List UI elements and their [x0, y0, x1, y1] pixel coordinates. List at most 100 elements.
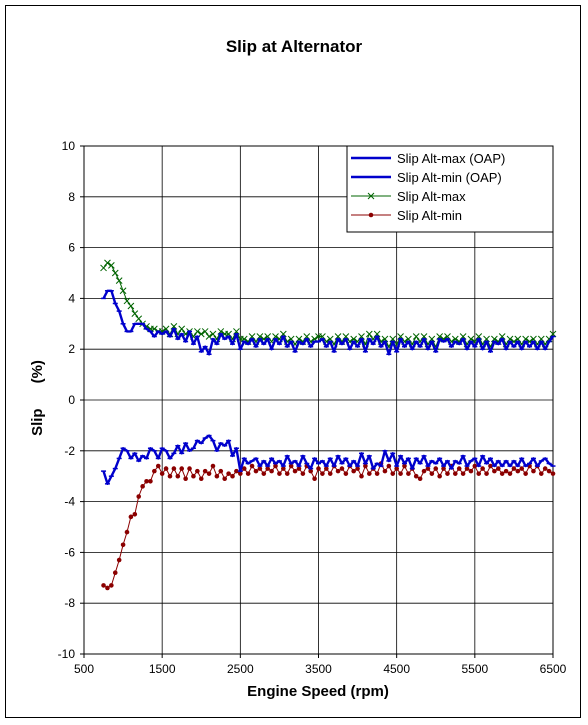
data-point — [131, 310, 139, 317]
data-point — [368, 212, 374, 218]
data-point — [441, 466, 446, 471]
data-point — [249, 463, 255, 469]
y-tick-label: 0 — [68, 393, 75, 407]
data-point — [417, 476, 423, 482]
data-point — [284, 471, 290, 476]
data-point — [324, 466, 329, 471]
data-point — [365, 330, 373, 338]
x-tick-label: 1500 — [149, 662, 176, 676]
y-tick-label: 6 — [68, 241, 75, 255]
data-point — [394, 466, 399, 471]
data-point — [193, 328, 201, 335]
data-point — [281, 466, 286, 471]
legend-label: Slip Alt-max — [397, 189, 466, 204]
data-point — [412, 333, 420, 340]
data-point — [538, 471, 544, 476]
chart-title: Slip at Alternator — [226, 37, 363, 56]
data-point — [542, 466, 548, 471]
data-point — [363, 463, 368, 469]
legend-item: Slip Alt-max — [351, 189, 466, 204]
data-point — [238, 471, 243, 476]
y-tick-label: -10 — [58, 647, 76, 661]
y-tick-label: -4 — [64, 495, 75, 509]
data-point — [234, 468, 239, 474]
data-point — [386, 463, 392, 469]
x-tick-label: 4500 — [383, 662, 410, 676]
data-point — [398, 471, 403, 476]
data-point — [105, 585, 110, 591]
data-point — [550, 471, 556, 476]
data-point — [433, 466, 439, 471]
series-slip-alt-max-oap — [101, 289, 556, 356]
data-point — [265, 466, 270, 471]
data-point — [191, 473, 196, 479]
data-point — [171, 466, 177, 471]
data-point — [135, 315, 143, 323]
series-line — [102, 434, 554, 485]
legend: Slip Alt-max (OAP) Slip Alt-min (OAP) Slip… — [346, 145, 554, 233]
data-point — [425, 466, 431, 471]
data-point — [253, 468, 259, 474]
data-point — [402, 463, 407, 469]
x-tick-label: 3500 — [305, 662, 332, 676]
data-point — [480, 466, 485, 471]
data-point — [112, 570, 118, 576]
data-point — [335, 468, 341, 474]
data-point — [492, 468, 497, 474]
data-point — [104, 259, 111, 267]
data-point — [230, 473, 235, 479]
data-point — [100, 264, 107, 272]
data-point — [546, 468, 552, 474]
data-point — [476, 471, 482, 476]
data-point — [515, 468, 521, 474]
data-point — [519, 466, 525, 471]
series-line — [102, 289, 554, 356]
data-point — [152, 468, 157, 474]
data-point — [472, 463, 478, 469]
legend-item: Slip Alt-min (OAP) — [351, 170, 502, 185]
y-tick-label: -2 — [64, 444, 75, 458]
data-point — [140, 484, 145, 489]
data-point — [109, 583, 114, 588]
data-point — [460, 471, 466, 476]
data-point — [218, 468, 224, 474]
legend-label: Slip Alt-max (OAP) — [397, 151, 505, 166]
data-point — [132, 512, 138, 517]
data-point — [201, 328, 209, 335]
data-point — [300, 471, 306, 476]
data-point — [148, 478, 153, 484]
data-point — [179, 466, 185, 471]
data-point — [222, 476, 227, 482]
data-point — [339, 466, 345, 471]
x-tick-label: 500 — [74, 662, 94, 676]
data-point — [127, 302, 135, 310]
data-point — [355, 466, 360, 471]
x-tick-labels: 500 1500 2500 3500 4500 5500 6500 — [74, 662, 567, 676]
data-point — [421, 468, 427, 474]
data-point — [269, 468, 274, 474]
data-point — [116, 557, 122, 563]
data-point — [202, 468, 208, 474]
data-point — [308, 468, 313, 474]
x-tick-label: 5500 — [461, 662, 488, 676]
data-point — [178, 325, 186, 333]
data-point — [374, 471, 380, 476]
data-point — [124, 529, 130, 535]
data-point — [206, 471, 212, 476]
y-tick-label: 10 — [62, 139, 76, 153]
data-point — [175, 473, 181, 479]
series-slip-alt-min-oap — [101, 434, 556, 485]
data-point — [456, 466, 462, 471]
data-point — [214, 473, 220, 479]
data-point — [367, 192, 375, 200]
data-point — [390, 471, 396, 476]
data-point — [261, 471, 267, 476]
legend-box — [346, 145, 554, 233]
x-tick-label: 6500 — [540, 662, 567, 676]
data-point — [484, 471, 489, 476]
data-point — [209, 330, 217, 338]
data-point — [296, 466, 302, 471]
data-point — [445, 471, 450, 476]
y-tick-label: 4 — [68, 291, 75, 305]
